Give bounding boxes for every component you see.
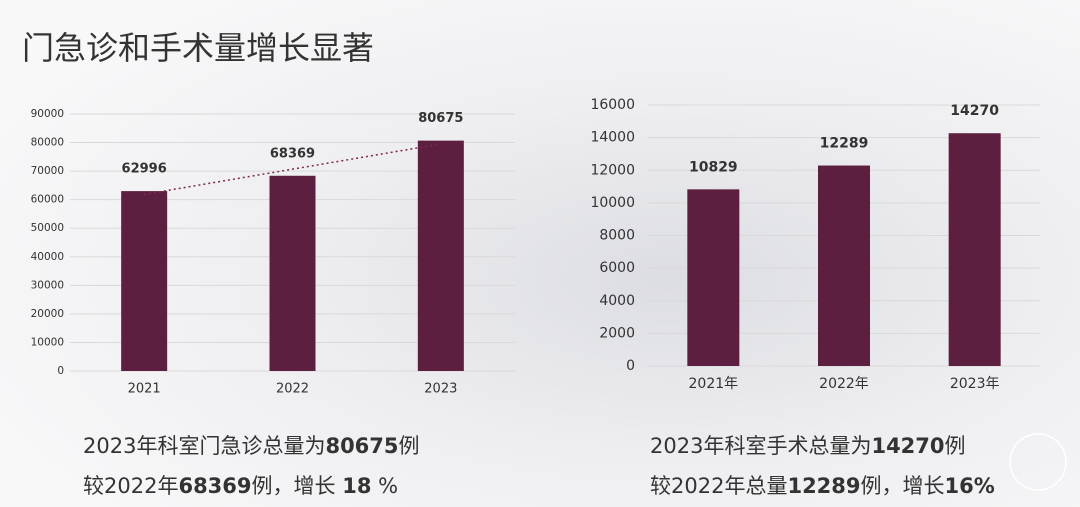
caption: 较2022年总量12289例，增长16% [650, 474, 995, 498]
bar [121, 191, 168, 371]
x-tick-label: 2021年 [689, 376, 739, 392]
caption-emphasis: 16% [945, 474, 995, 498]
y-tick-label: 12000 [590, 162, 635, 178]
caption-emphasis: 14270 [871, 434, 944, 458]
caption-text: 较2022年 [83, 474, 178, 498]
y-tick-label: 20000 [31, 308, 64, 320]
y-tick-label: 0 [57, 365, 64, 377]
y-tick-label: 16000 [590, 97, 635, 113]
y-tick-label: 10000 [590, 195, 635, 211]
y-tick-label: 8000 [599, 228, 635, 244]
caption-text: 例，增长 [861, 474, 945, 498]
data-label: 62996 [122, 162, 167, 177]
caption-emphasis: 68369 [178, 474, 251, 498]
caption: 较2022年68369例，增长 18 % [83, 474, 398, 498]
data-label: 10829 [689, 159, 738, 175]
bar [269, 175, 316, 371]
caption-text: 例 [399, 434, 420, 458]
caption-emphasis: 80675 [325, 434, 398, 458]
bar [687, 189, 740, 366]
y-tick-label: 70000 [31, 165, 64, 177]
bar [818, 165, 870, 366]
x-tick-label: 2023年 [950, 376, 1000, 392]
caption-text: 例，增长 [252, 474, 343, 498]
caption-emphasis: 12289 [787, 474, 860, 498]
caption: 2023年科室手术总量为14270例 [650, 434, 966, 458]
y-tick-label: 10000 [31, 336, 64, 348]
data-label: 14270 [950, 103, 999, 119]
data-label: 68369 [270, 146, 315, 161]
y-tick-label: 6000 [599, 260, 635, 276]
caption-text: 较2022年总量 [650, 474, 787, 498]
x-tick-label: 2022 [276, 382, 309, 397]
y-tick-label: 0 [626, 358, 635, 374]
y-tick-label: 60000 [31, 194, 64, 206]
x-tick-label: 2022年 [819, 376, 869, 392]
caption-text: 例 [945, 434, 966, 458]
bar [417, 140, 464, 371]
caption-text: % [371, 474, 398, 498]
y-tick-label: 30000 [31, 279, 64, 291]
slide-title: 门急诊和手术量增长显著 [22, 29, 374, 67]
y-tick-label: 2000 [599, 325, 635, 341]
y-tick-label: 80000 [31, 137, 64, 149]
x-tick-label: 2021 [128, 382, 161, 397]
y-tick-label: 4000 [599, 293, 635, 309]
data-label: 12289 [820, 136, 869, 152]
watermark-logo [1009, 433, 1067, 491]
caption-emphasis: 18 [342, 474, 371, 498]
trendline [144, 143, 441, 196]
y-tick-label: 90000 [31, 108, 64, 120]
caption-text: 2023年科室手术总量为 [650, 434, 871, 458]
caption: 2023年科室门急诊总量为80675例 [83, 434, 420, 458]
bar [948, 133, 1001, 366]
y-tick-label: 50000 [31, 222, 64, 234]
y-tick-label: 14000 [590, 130, 635, 146]
y-tick-label: 40000 [31, 251, 64, 263]
caption-text: 2023年科室门急诊总量为 [83, 434, 325, 458]
x-tick-label: 2023 [424, 382, 457, 397]
data-label: 80675 [418, 111, 463, 126]
